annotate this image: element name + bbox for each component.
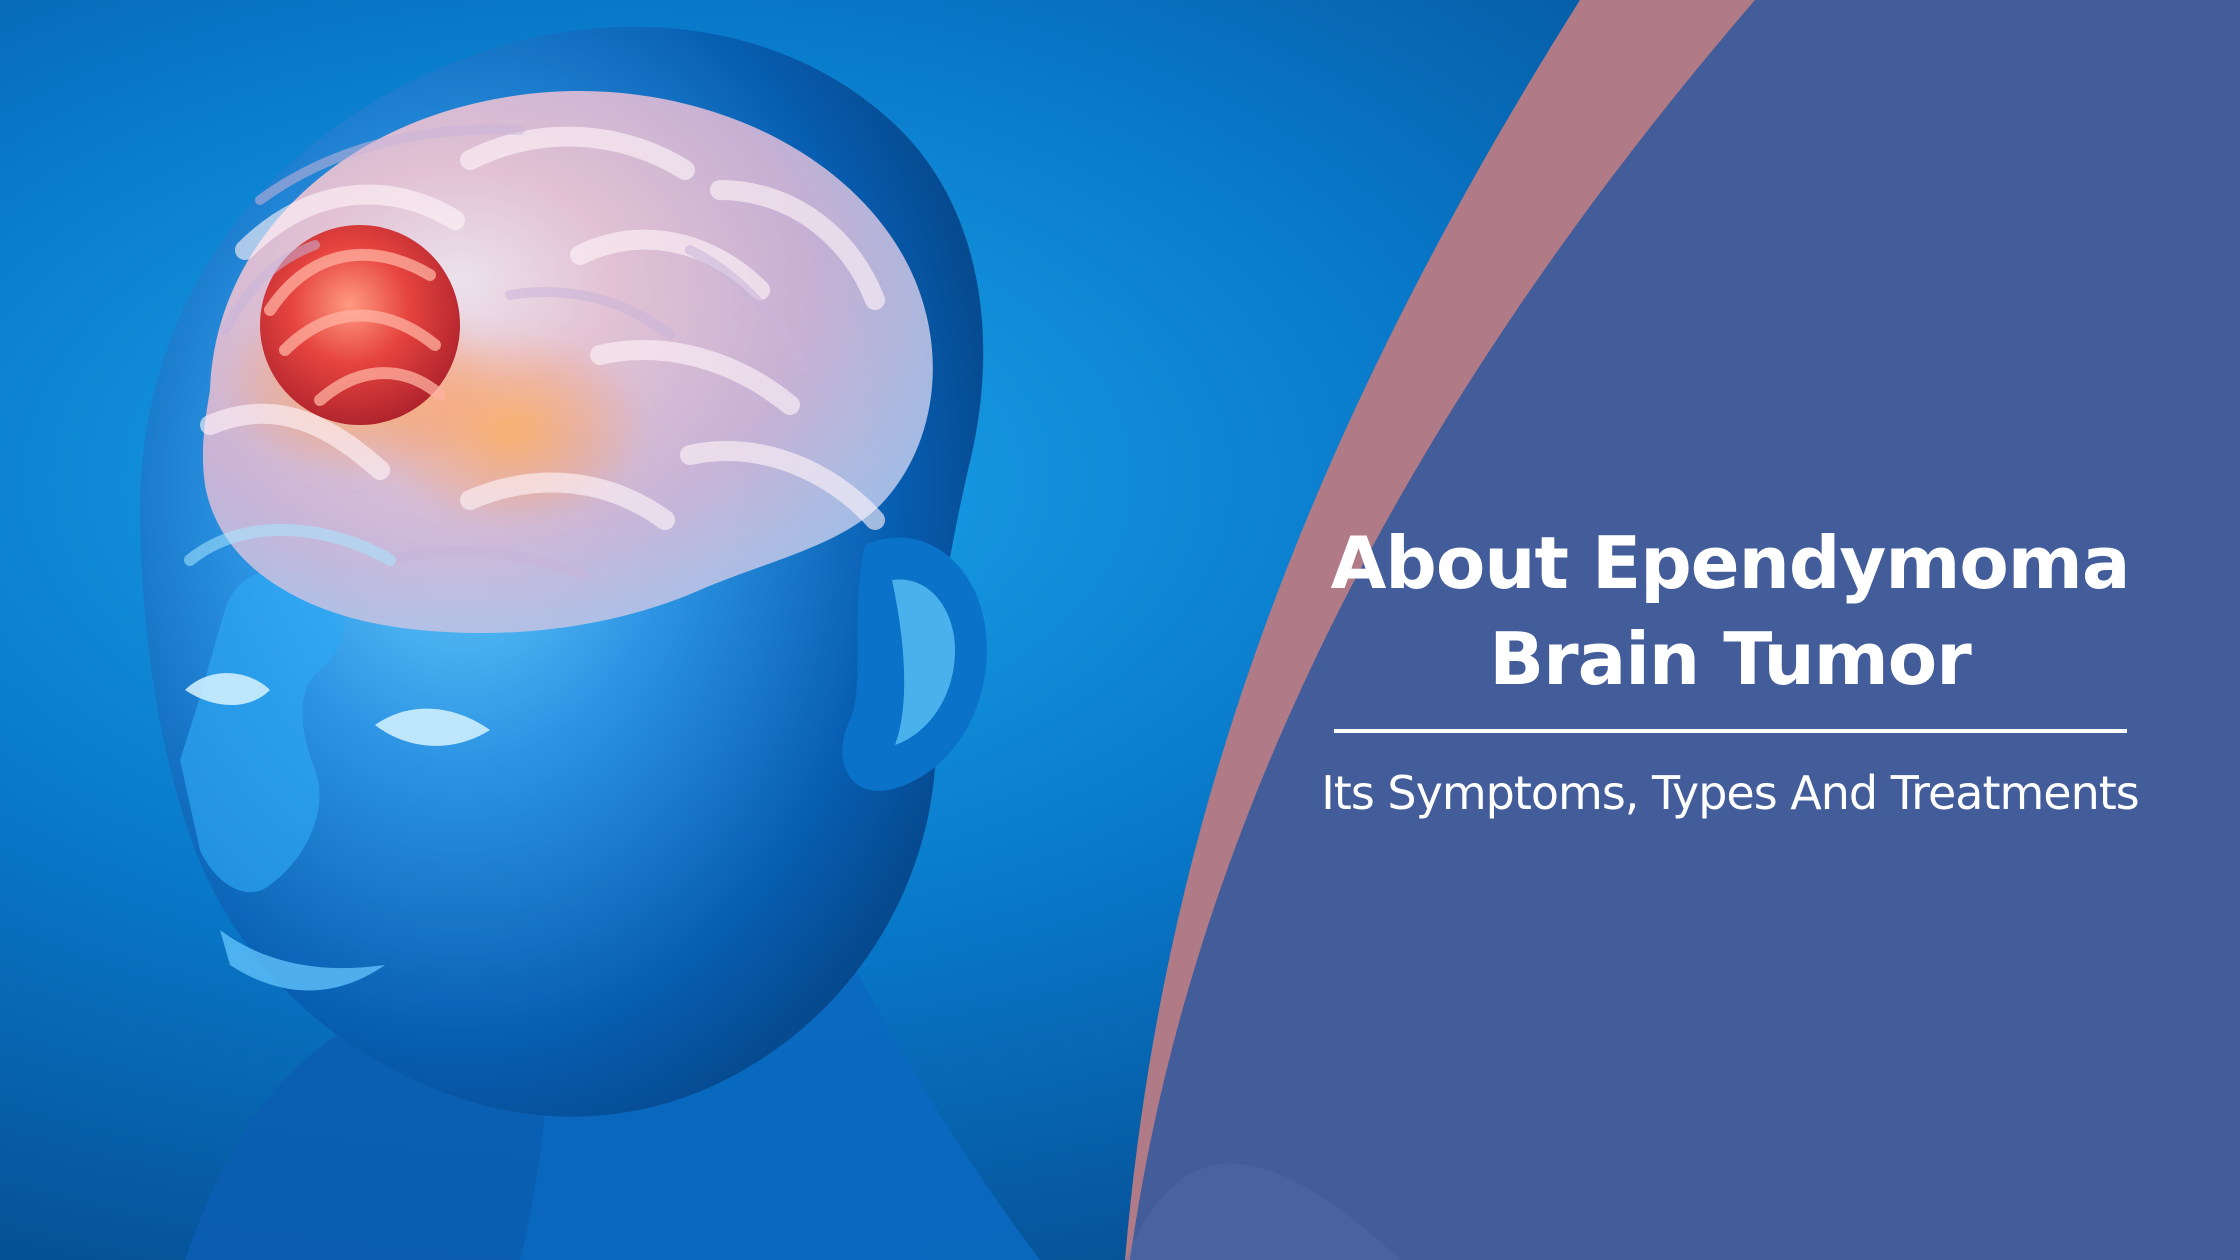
content-panel bbox=[1130, 0, 2240, 1260]
banner-title: About Ependymoma Brain Tumor bbox=[1270, 515, 2190, 707]
title-line-1: About Ependymoma bbox=[1330, 521, 2131, 605]
banner-subtitle: Its Symptoms, Types And Treatments bbox=[1321, 766, 2140, 820]
title-panel: About Ependymoma Brain Tumor Its Symptom… bbox=[1270, 515, 2190, 823]
panel-shadow-shape bbox=[1125, 1163, 1400, 1260]
human-head-illustration bbox=[140, 26, 1040, 1260]
title-line-2: Brain Tumor bbox=[1489, 617, 1971, 701]
title-divider bbox=[1333, 729, 2127, 733]
